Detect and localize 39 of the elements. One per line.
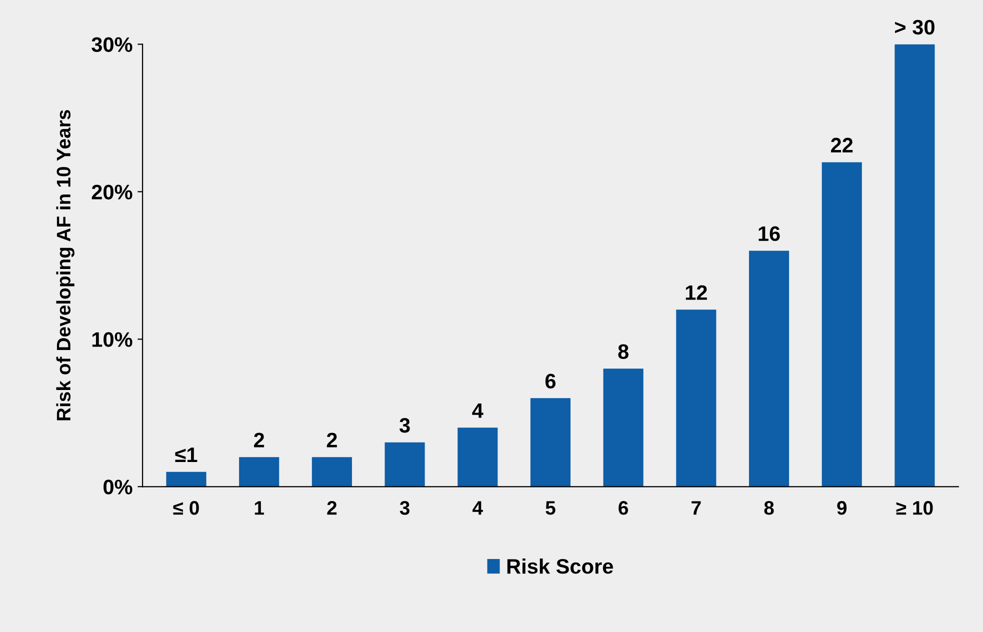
x-tick-label: 9	[837, 501, 847, 515]
bar	[603, 368, 644, 487]
y-tick-label: 0%	[104, 480, 132, 494]
data-label: 2	[254, 432, 264, 448]
y-tick-label: 10%	[92, 332, 132, 347]
x-tick-label: ≥ 10	[896, 501, 933, 515]
bar	[166, 472, 206, 487]
x-tick-label: 5	[546, 501, 556, 515]
data-label: 4	[472, 403, 484, 418]
y-tick-label: 20%	[92, 184, 132, 200]
data-label: 6	[545, 374, 556, 388]
data-label: > 30	[895, 20, 934, 35]
bar	[676, 310, 716, 487]
x-tick-label: 1	[254, 501, 264, 515]
x-tick-label: 2	[327, 501, 337, 515]
data-label: 3	[399, 418, 410, 433]
bar	[822, 162, 862, 487]
x-tick-label: ≤ 0	[173, 501, 199, 515]
y-axis-title: Risk of Developing AF in 10 Years	[56, 110, 74, 420]
data-label: 2	[326, 432, 337, 448]
x-tick-label: 3	[400, 501, 410, 515]
x-tick-label: 4	[472, 501, 483, 515]
data-label: ≤1	[175, 448, 198, 462]
data-label: 8	[618, 344, 628, 359]
bar	[384, 442, 425, 487]
bar	[748, 250, 790, 487]
x-tick-label: 7	[692, 501, 701, 515]
bar	[312, 457, 352, 487]
bar	[530, 398, 571, 487]
data-label: 22	[831, 138, 853, 152]
x-tick-label: 8	[764, 501, 774, 515]
legend-label: Risk Score	[507, 558, 613, 574]
bar	[894, 44, 935, 487]
y-tick-label: 30%	[92, 37, 132, 52]
bar	[458, 428, 498, 487]
x-tick-label: 6	[618, 501, 628, 515]
bar	[239, 457, 280, 487]
data-label: 12	[686, 285, 707, 300]
data-label: 16	[758, 226, 780, 242]
